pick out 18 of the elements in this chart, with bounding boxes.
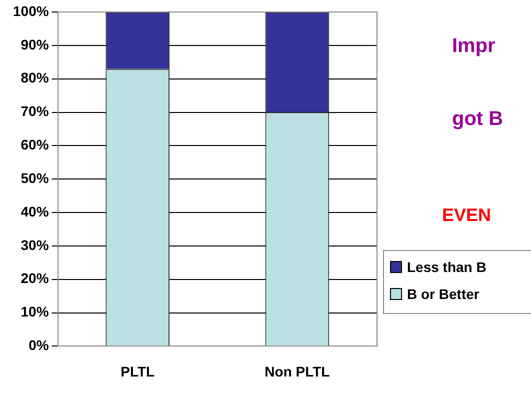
y-tick-label: 20% — [20, 270, 50, 286]
y-tick-label: 50% — [20, 170, 50, 186]
y-tick-label: 80% — [20, 70, 50, 86]
text: got B — [452, 108, 504, 131]
legend-label: Less than B — [407, 259, 486, 275]
y-tick-label: 60% — [20, 136, 50, 153]
y-tick-label: 90% — [20, 36, 50, 52]
x-tick-label: Non PLTL — [264, 363, 330, 380]
y-tick-label: 0% — [28, 337, 50, 354]
y-tick-label: 100% — [12, 2, 50, 19]
legend-label: B or Better — [407, 286, 480, 302]
y-tick-label: 40% — [20, 203, 50, 220]
text: EVEN — [442, 205, 492, 226]
x-tick-label: PLTL — [120, 363, 156, 380]
y-tick-label: 70% — [20, 103, 50, 120]
y-tick-label: 30% — [20, 236, 50, 253]
text: Impr — [452, 35, 496, 58]
y-tick-label: 10% — [20, 304, 50, 320]
